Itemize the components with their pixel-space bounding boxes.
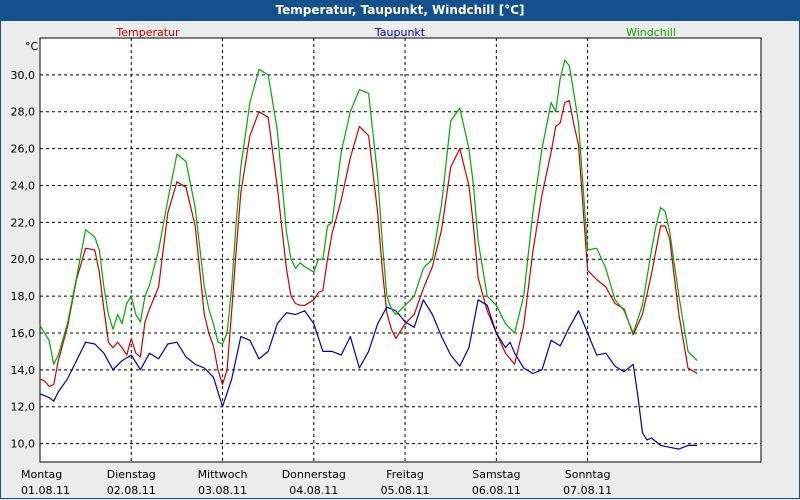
x-tick-date: 07.08.11 [563, 484, 612, 497]
y-tick-label: 10,0 [11, 438, 36, 451]
x-tick-day: Sonntag [565, 468, 611, 481]
x-tick-day: Mittwoch [198, 468, 248, 481]
y-tick-label: 12,0 [11, 401, 36, 414]
y-tick-label: 30,0 [11, 69, 36, 82]
legend-temperatur: Temperatur [115, 26, 180, 39]
x-tick-date: 05.08.11 [381, 484, 430, 497]
y-tick-label: 24,0 [11, 179, 36, 192]
x-tick-day: Donnerstag [282, 468, 346, 481]
y-axis: 10,0 12,0 14,0 16,0 18,0 20,0 22,0 24,0 26,0 28,0… [11, 69, 36, 451]
y-tick-label: 26,0 [11, 143, 36, 156]
y-axis-label: °C [25, 40, 39, 53]
x-tick-date: 02.08.11 [107, 484, 156, 497]
y-tick-label: 16,0 [11, 327, 36, 340]
plot-area [39, 37, 762, 463]
legend-taupunkt: Taupunkt [374, 26, 426, 39]
x-tick-date: 03.08.11 [198, 484, 247, 497]
y-tick-label: 18,0 [11, 290, 36, 303]
series-lines [39, 59, 698, 450]
y-tick-label: 14,0 [11, 364, 36, 377]
x-tick-day: Freitag [386, 468, 424, 481]
y-tick-label: 20,0 [11, 253, 36, 266]
x-tick-date: 06.08.11 [472, 484, 521, 497]
grid [40, 38, 761, 462]
x-tick-day: Montag [21, 468, 62, 481]
series-line-temperatur [39, 100, 698, 387]
series-line-taupunkt [39, 299, 698, 450]
x-tick-date: 01.08.11 [21, 484, 70, 497]
x-tick-day: Dienstag [107, 468, 156, 481]
x-tick-day: Samstag [472, 468, 520, 481]
series-line-windchill [39, 59, 698, 365]
y-tick-label: 28,0 [11, 106, 36, 119]
window-title: Temperatur, Taupunkt, Windchill [°C] [0, 0, 800, 21]
legend-windchill: Windchill [626, 26, 676, 39]
x-axis: Montag 01.08.11 Dienstag 02.08.11 Mittwoch 03… [21, 468, 612, 497]
y-tick-label: 22,0 [11, 216, 36, 229]
x-tick-date: 04.08.11 [289, 484, 338, 497]
